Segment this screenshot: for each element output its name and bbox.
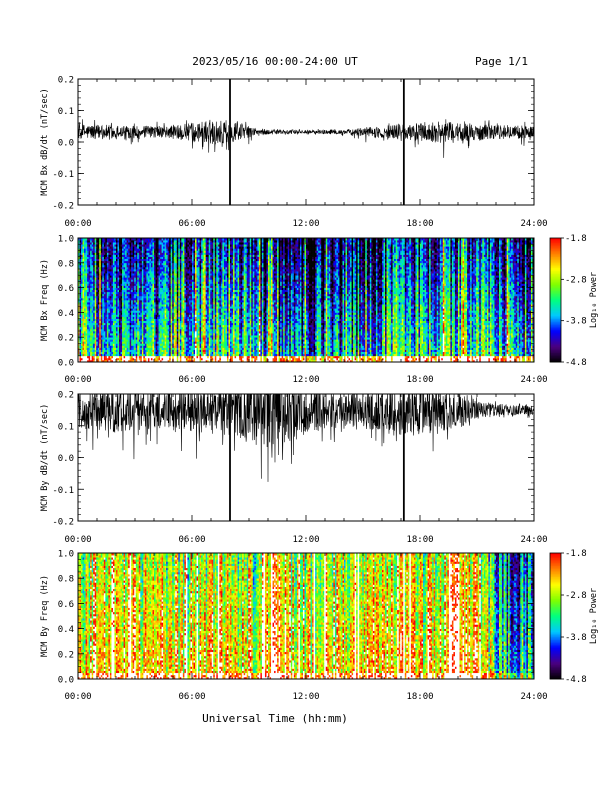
x-tick-label: 06:00 bbox=[178, 219, 205, 229]
x-tick-label: 00:00 bbox=[64, 535, 91, 545]
plot-title: 2023/05/16 00:00-24:00 UT bbox=[192, 55, 358, 68]
y-tick-label: 0.0 bbox=[58, 139, 74, 149]
colorbar-label: Log₁₀ Power bbox=[589, 588, 599, 644]
y-tick-label: 0.4 bbox=[58, 309, 74, 319]
spectrogram bbox=[78, 553, 535, 680]
series-line bbox=[78, 394, 534, 482]
y-axis-label: MCM Bx Freq (Hz) bbox=[40, 259, 50, 341]
y-tick-label: 0.6 bbox=[58, 284, 74, 294]
y-tick-label: 0.2 bbox=[58, 334, 74, 344]
y-tick-label: 0.2 bbox=[58, 650, 74, 660]
series-line bbox=[78, 119, 534, 158]
colorbar-tick-label: -4.8 bbox=[565, 358, 587, 368]
y-tick-label: 0.1 bbox=[58, 422, 74, 432]
x-tick-label: 24:00 bbox=[520, 692, 547, 702]
x-tick-label: 12:00 bbox=[292, 535, 319, 545]
x-tick-label: 00:00 bbox=[64, 692, 91, 702]
y-tick-label: -0.1 bbox=[52, 170, 74, 180]
colorbar-tick-label: -2.8 bbox=[565, 275, 587, 285]
y-tick-label: 0.0 bbox=[58, 454, 74, 464]
colorbar-tick-label: -3.8 bbox=[565, 317, 587, 327]
y-tick-label: 0.2 bbox=[58, 76, 74, 86]
y-axis-label: MCM By dB/dt (nT/sec) bbox=[40, 404, 50, 511]
colorbar-tick-label: -4.8 bbox=[565, 675, 587, 685]
y-tick-label: -0.2 bbox=[52, 518, 74, 528]
panel-frame bbox=[77, 78, 535, 206]
spectrogram bbox=[78, 238, 535, 363]
colorbar-tick-label: -2.8 bbox=[565, 591, 587, 601]
y-tick-label: 0.0 bbox=[58, 676, 74, 686]
y-tick-label: 0.8 bbox=[58, 575, 74, 585]
x-tick-label: 12:00 bbox=[292, 692, 319, 702]
x-tick-label: 24:00 bbox=[520, 375, 547, 385]
panel-4: -1.8 -2.8 -3.8 -4.8 Log₁₀ Power 1.0 0.8 0.6 0.4 0… bbox=[40, 549, 599, 702]
x-tick-label: 12:00 bbox=[292, 219, 319, 229]
x-tick-label: 24:00 bbox=[520, 219, 547, 229]
x-axis-label: Universal Time (hh:mm) bbox=[202, 712, 348, 725]
y-tick-label: 1.0 bbox=[58, 235, 74, 245]
x-tick-label: 18:00 bbox=[406, 535, 433, 545]
y-tick-label: 0.1 bbox=[58, 107, 74, 117]
x-tick-label: 24:00 bbox=[520, 535, 547, 545]
y-axis-label: MCM Bx dB/dt (nT/sec) bbox=[40, 88, 50, 195]
page-label: Page 1/1 bbox=[475, 55, 528, 68]
x-tick-label: 00:00 bbox=[64, 375, 91, 385]
y-axis-label: MCM By Freq (Hz) bbox=[40, 575, 50, 657]
x-tick-label: 06:00 bbox=[178, 692, 205, 702]
x-tick-label: 18:00 bbox=[406, 219, 433, 229]
y-tick-label: 0.4 bbox=[58, 625, 74, 635]
y-tick-label: 0.2 bbox=[58, 391, 74, 401]
y-tick-label: 1.0 bbox=[58, 550, 74, 560]
panel-2: -1.8 -2.8 -3.8 -4.8 Log₁₀ Power 1.0 0.8 0.6 0.4 0… bbox=[40, 234, 599, 385]
y-tick-label: 0.0 bbox=[58, 359, 74, 369]
y-tick-label: -0.1 bbox=[52, 486, 74, 496]
x-tick-label: 06:00 bbox=[178, 535, 205, 545]
x-tick-label: 00:00 bbox=[64, 219, 91, 229]
colorbar-tick-label: -1.8 bbox=[565, 549, 587, 559]
x-tick-label: 12:00 bbox=[292, 375, 319, 385]
colorbar-tick-label: -1.8 bbox=[565, 234, 587, 244]
colorbar-2: -1.8 -2.8 -3.8 -4.8 Log₁₀ Power bbox=[549, 234, 599, 368]
x-tick-label: 18:00 bbox=[406, 375, 433, 385]
colorbar-tick-label: -3.8 bbox=[565, 633, 587, 643]
y-tick-label: 0.6 bbox=[58, 600, 74, 610]
colorbar-label: Log₁₀ Power bbox=[589, 272, 599, 328]
x-tick-label: 18:00 bbox=[406, 692, 433, 702]
y-tick-label: 0.8 bbox=[58, 259, 74, 269]
colorbar-4: -1.8 -2.8 -3.8 -4.8 Log₁₀ Power bbox=[549, 549, 599, 685]
y-tick-label: -0.2 bbox=[52, 202, 74, 212]
x-tick-label: 06:00 bbox=[178, 375, 205, 385]
